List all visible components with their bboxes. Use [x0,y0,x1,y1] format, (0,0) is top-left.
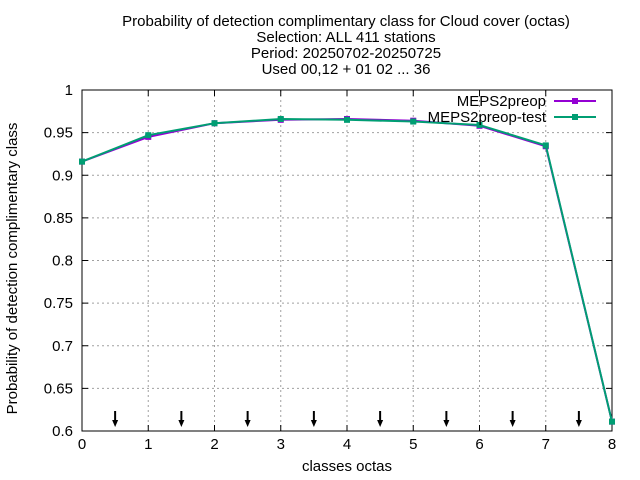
arrow-head [443,420,450,427]
title-line: Probability of detection complimentary c… [122,13,570,30]
data-point [211,120,218,127]
y-axis-label: Probability of detection complimentary c… [4,123,21,415]
arrow-head [509,420,516,427]
data-point [410,118,417,125]
y-tick-label: 0.9 [52,167,73,184]
series-lines [79,115,615,425]
data-point [344,116,350,123]
y-axis: 0.6 0.65 0.7 0.75 0.8 0.85 0.9 0.95 1 [44,82,612,440]
y-tick-label: 0.75 [44,295,73,312]
data-point [542,142,549,149]
x-tick-label: 3 [277,436,285,453]
x-tick-label: 7 [542,436,550,453]
chart-title: Probability of detection complimentary c… [122,13,570,78]
title-line: Selection: ALL 411 stations [256,29,435,46]
arrow-markers [112,411,582,427]
x-tick-label: 2 [210,436,218,453]
arrow-head [178,420,185,427]
arrow-head [310,420,317,427]
data-point [476,121,483,128]
legend-marker [572,114,578,120]
data-point [277,115,284,122]
y-tick-label: 0.95 [44,125,73,142]
legend-label: MEPS2preop-test [428,109,547,126]
data-point [79,158,85,165]
grid [82,90,612,431]
arrow-head [575,420,582,427]
y-tick-label: 0.85 [44,210,73,227]
y-tick-label: 0.6 [52,423,73,440]
x-tick-label: 1 [144,436,152,453]
x-axis: 0 1 2 3 4 5 6 7 8 [78,90,616,453]
x-tick-label: 4 [343,436,351,453]
arrow-head [244,420,251,427]
x-tick-label: 8 [608,436,616,453]
y-tick-label: 0.65 [44,380,73,397]
x-tick-label: 6 [475,436,483,453]
legend-marker [572,98,578,104]
legend-label: MEPS2preop [457,93,546,110]
data-point [609,418,615,425]
y-tick-label: 0.8 [52,253,73,270]
arrow-head [377,420,384,427]
x-tick-label: 0 [78,436,86,453]
title-line: Period: 20250702-20250725 [251,45,441,62]
title-line: Used 00,12 + 01 02 ... 36 [262,61,431,78]
x-tick-label: 5 [409,436,417,453]
y-tick-label: 1 [65,82,73,99]
arrow-head [112,420,119,427]
y-tick-label: 0.7 [52,338,73,355]
data-point [145,132,152,139]
x-axis-label: classes octas [302,458,392,475]
